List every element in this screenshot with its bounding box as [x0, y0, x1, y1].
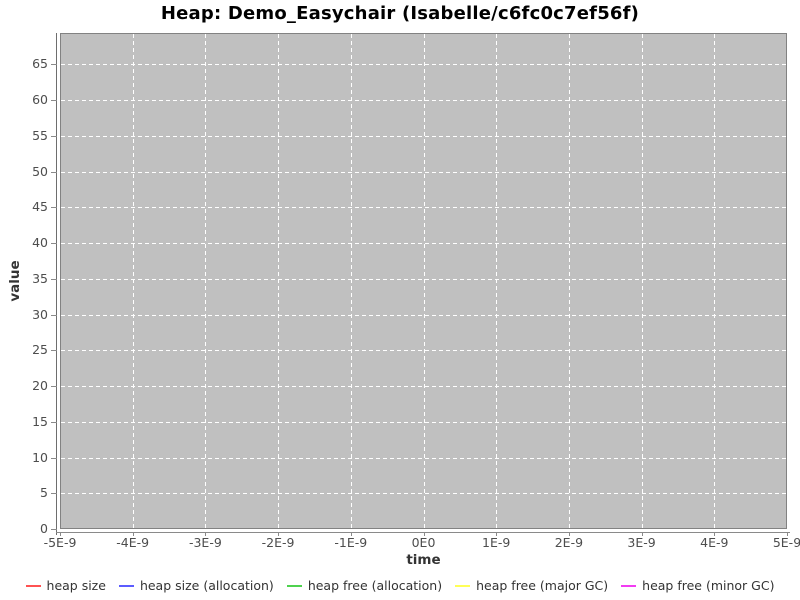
v-gridline [278, 34, 279, 528]
y-tick-mark [51, 386, 57, 387]
legend-label: heap free (allocation) [307, 578, 443, 593]
v-gridline [133, 34, 134, 528]
legend-label: heap size [46, 578, 106, 593]
v-gridline [496, 34, 497, 528]
x-tick-label: -1E-9 [334, 535, 368, 550]
h-gridline [61, 64, 786, 65]
legend-swatch [455, 584, 471, 587]
y-tick-label: 45 [32, 199, 48, 215]
x-tick-mark [60, 532, 61, 536]
y-tick-label: 30 [32, 306, 48, 322]
x-tick-mark [714, 532, 715, 536]
y-tick-mark [51, 136, 57, 137]
h-gridline [61, 350, 786, 351]
legend-swatch [118, 584, 134, 587]
y-axis-line [56, 33, 57, 535]
h-gridline [61, 172, 786, 173]
v-gridline [351, 34, 352, 528]
y-tick-label: 40 [32, 235, 48, 251]
legend-swatch [621, 584, 637, 587]
x-tick-mark [205, 532, 206, 536]
legend-label: heap free (major GC) [476, 578, 609, 593]
legend-item: heap free (major GC) [455, 578, 608, 593]
y-tick-mark [51, 172, 57, 173]
y-tick-label: 55 [32, 127, 48, 143]
x-tick-label: 4E-9 [700, 535, 729, 550]
legend-item: heap size [25, 578, 106, 593]
y-tick-label: 5 [40, 485, 48, 501]
h-gridline [61, 458, 786, 459]
y-tick-label: 60 [32, 92, 48, 108]
x-tick-label: -4E-9 [116, 535, 150, 550]
y-tick-label: 65 [32, 56, 48, 72]
x-tick-mark [569, 532, 570, 536]
x-tick-mark [496, 532, 497, 536]
y-tick-mark [51, 279, 57, 280]
x-tick-mark [424, 532, 425, 536]
y-tick-mark [51, 100, 57, 101]
v-gridline [424, 34, 425, 528]
legend-label: heap size (allocation) [139, 578, 274, 593]
h-gridline [61, 279, 786, 280]
x-tick-label: -2E-9 [261, 535, 295, 550]
y-tick-mark [51, 64, 57, 65]
y-tick-label: 10 [32, 449, 48, 465]
h-gridline [61, 243, 786, 244]
legend-label: heap free (minor GC) [642, 578, 775, 593]
legend-swatch [286, 584, 302, 587]
y-tick-mark [51, 207, 57, 208]
y-tick-mark [51, 315, 57, 316]
x-tick-mark [787, 532, 788, 536]
h-gridline [61, 386, 786, 387]
x-tick-label: -5E-9 [43, 535, 77, 550]
y-axis-label: value [7, 260, 23, 302]
y-tick-mark [51, 493, 57, 494]
h-gridline [61, 100, 786, 101]
legend-swatch [25, 584, 41, 587]
y-tick-mark [51, 243, 57, 244]
x-tick-mark [642, 532, 643, 536]
legend-item: heap free (minor GC) [621, 578, 774, 593]
y-tick-mark [51, 422, 57, 423]
y-tick-mark [51, 458, 57, 459]
x-tick-label: 1E-9 [482, 535, 511, 550]
h-gridline [61, 422, 786, 423]
y-tick-label: 15 [32, 413, 48, 429]
v-gridline [642, 34, 643, 528]
x-tick-label: 3E-9 [627, 535, 656, 550]
y-tick-label: 35 [32, 270, 48, 286]
chart-title: Heap: Demo_Easychair (Isabelle/c6fc0c7ef… [160, 3, 640, 24]
legend-item: heap free (allocation) [286, 578, 443, 593]
x-tick-label: 5E-9 [772, 535, 800, 550]
x-tick-label: 2E-9 [554, 535, 584, 550]
x-axis-label: time [406, 552, 441, 568]
x-axis-line [56, 532, 790, 533]
y-tick-mark [51, 350, 57, 351]
x-tick-mark [133, 532, 134, 536]
y-tick-label: 20 [32, 378, 48, 394]
v-gridline [714, 34, 715, 528]
v-gridline [205, 34, 206, 528]
h-gridline [61, 136, 786, 137]
plot-area [60, 33, 787, 529]
y-tick-label: 25 [32, 342, 48, 358]
x-tick-label: 0E0 [411, 535, 436, 550]
y-tick-label: 50 [32, 163, 48, 179]
y-tick-label: 0 [40, 521, 48, 536]
v-gridline [569, 34, 570, 528]
legend-item: heap size (allocation) [118, 578, 274, 593]
h-gridline [61, 315, 786, 316]
legend: heap size heap size (allocation) heap free… [0, 578, 800, 593]
x-tick-mark [278, 532, 279, 536]
h-gridline [61, 493, 786, 494]
h-gridline [61, 207, 786, 208]
y-tick-mark [51, 529, 57, 530]
x-tick-mark [351, 532, 352, 536]
x-tick-label: -3E-9 [188, 535, 222, 550]
